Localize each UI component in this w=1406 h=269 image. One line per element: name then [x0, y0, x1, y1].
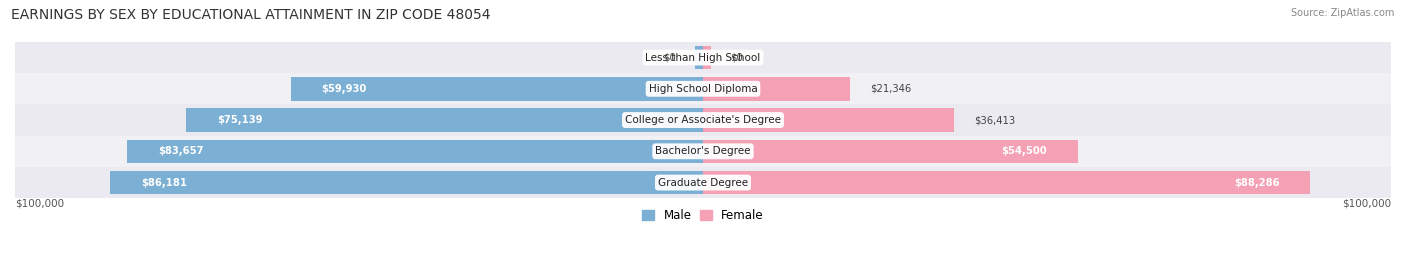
Text: College or Associate's Degree: College or Associate's Degree [626, 115, 780, 125]
Bar [703, 46, 711, 69]
Text: Graduate Degree: Graduate Degree [658, 178, 748, 187]
Bar [695, 46, 703, 69]
Bar [186, 108, 703, 132]
Text: EARNINGS BY SEX BY EDUCATIONAL ATTAINMENT IN ZIP CODE 48054: EARNINGS BY SEX BY EDUCATIONAL ATTAINMEN… [11, 8, 491, 22]
Bar [703, 108, 953, 132]
Text: Source: ZipAtlas.com: Source: ZipAtlas.com [1291, 8, 1395, 18]
Text: $59,930: $59,930 [322, 84, 367, 94]
Bar [15, 73, 1391, 104]
Text: $0: $0 [731, 52, 744, 62]
Bar [128, 140, 703, 163]
Text: Less than High School: Less than High School [645, 52, 761, 62]
Text: Bachelor's Degree: Bachelor's Degree [655, 146, 751, 156]
Text: $0: $0 [662, 52, 675, 62]
Text: $83,657: $83,657 [159, 146, 204, 156]
Bar [291, 77, 703, 101]
Text: $75,139: $75,139 [217, 115, 263, 125]
Text: $100,000: $100,000 [15, 199, 65, 209]
Text: $36,413: $36,413 [974, 115, 1015, 125]
Bar [110, 171, 703, 194]
Bar [15, 167, 1391, 198]
Text: $21,346: $21,346 [870, 84, 911, 94]
Text: $54,500: $54,500 [1001, 146, 1047, 156]
Text: $88,286: $88,286 [1234, 178, 1279, 187]
Bar [703, 171, 1310, 194]
Bar [15, 104, 1391, 136]
Bar [15, 136, 1391, 167]
Bar [15, 42, 1391, 73]
Legend: Male, Female: Male, Female [637, 204, 769, 227]
Bar [703, 77, 849, 101]
Text: $100,000: $100,000 [1341, 199, 1391, 209]
Bar [703, 140, 1078, 163]
Text: High School Diploma: High School Diploma [648, 84, 758, 94]
Text: $86,181: $86,181 [141, 178, 187, 187]
